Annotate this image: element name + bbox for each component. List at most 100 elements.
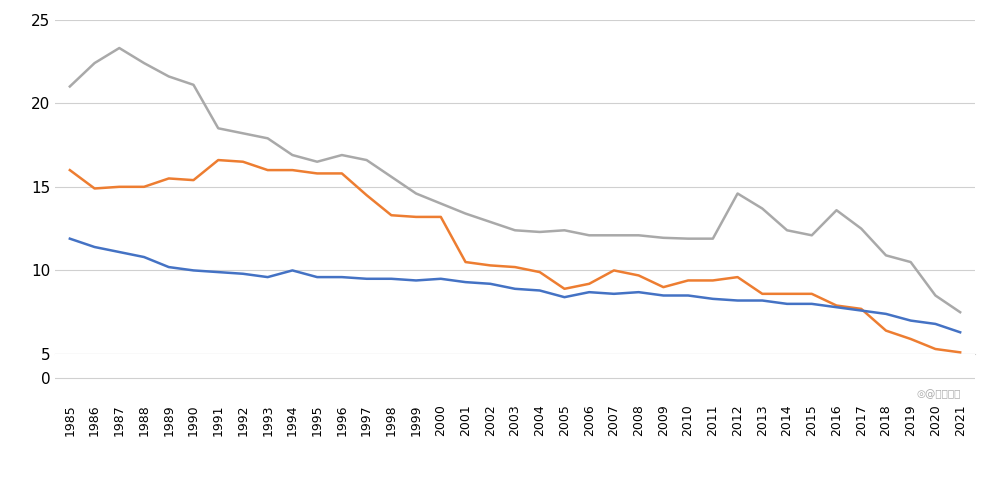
韩国	[831, 303, 843, 309]
韩国	[880, 328, 892, 334]
日本	[385, 276, 397, 282]
韩国	[657, 284, 669, 290]
韩国	[756, 291, 768, 297]
中国	[385, 174, 397, 180]
韩国	[212, 157, 224, 163]
中国	[113, 45, 125, 51]
韩国	[286, 167, 298, 173]
韩国	[89, 186, 101, 192]
中国	[212, 125, 224, 131]
中国	[286, 152, 298, 158]
韩国	[460, 259, 472, 265]
中国	[732, 191, 744, 196]
中国	[138, 60, 150, 66]
中国	[855, 226, 867, 232]
韩国	[336, 171, 348, 176]
中国	[880, 252, 892, 258]
日本	[608, 291, 620, 297]
中国	[410, 191, 422, 196]
日本	[138, 254, 150, 260]
中国	[435, 200, 447, 206]
日本	[64, 236, 76, 242]
日本	[361, 276, 373, 282]
中国	[954, 309, 966, 315]
中国	[929, 293, 941, 298]
日本	[954, 329, 966, 335]
日本	[286, 268, 298, 273]
日本	[509, 286, 521, 292]
韩国	[385, 212, 397, 218]
中国	[583, 232, 595, 238]
日本	[682, 293, 694, 298]
中国	[262, 135, 274, 141]
日本	[460, 279, 472, 285]
韩国	[435, 214, 447, 220]
中国	[237, 130, 249, 136]
韩国	[682, 277, 694, 283]
日本	[583, 289, 595, 295]
中国	[558, 227, 570, 233]
韩国	[707, 277, 719, 283]
韩国	[534, 269, 546, 275]
日本	[484, 281, 496, 287]
中国	[460, 211, 472, 217]
韩国	[855, 306, 867, 312]
中国	[682, 236, 694, 242]
日本	[89, 244, 101, 250]
韩国	[187, 177, 199, 183]
韩国	[633, 272, 645, 278]
日本	[237, 271, 249, 277]
日本	[831, 304, 843, 310]
中国	[534, 229, 546, 235]
日本	[212, 269, 224, 275]
中国	[187, 82, 199, 88]
Line: 日本: 日本	[70, 239, 960, 332]
Line: 中国: 中国	[70, 48, 960, 312]
Text: ◎@北京蠢冬: ◎@北京蠢冬	[917, 390, 961, 399]
韩国	[732, 274, 744, 280]
日本	[732, 297, 744, 303]
中国	[608, 232, 620, 238]
中国	[707, 236, 719, 242]
韩国	[262, 167, 274, 173]
中国	[336, 152, 348, 158]
韩国	[583, 281, 595, 287]
日本	[163, 264, 175, 270]
韩国	[138, 184, 150, 190]
日本	[781, 301, 793, 307]
日本	[410, 277, 422, 283]
韩国	[361, 192, 373, 198]
韩国	[929, 346, 941, 352]
日本	[113, 249, 125, 255]
韩国	[64, 167, 76, 173]
韩国	[905, 336, 917, 342]
日本	[929, 321, 941, 327]
韩国	[311, 171, 323, 176]
中国	[657, 235, 669, 241]
韩国	[484, 263, 496, 269]
中国	[484, 219, 496, 225]
中国	[163, 74, 175, 79]
韩国	[509, 264, 521, 270]
日本	[633, 289, 645, 295]
Line: 韩国: 韩国	[70, 160, 960, 352]
日本	[756, 297, 768, 303]
日本	[311, 274, 323, 280]
韩国	[163, 175, 175, 181]
日本	[187, 268, 199, 273]
中国	[633, 232, 645, 238]
韩国	[781, 291, 793, 297]
中国	[806, 232, 818, 238]
中国	[361, 157, 373, 163]
中国	[781, 227, 793, 233]
韩国	[113, 184, 125, 190]
日本	[336, 274, 348, 280]
日本	[880, 311, 892, 317]
韩国	[237, 159, 249, 165]
中国	[905, 259, 917, 265]
韩国	[558, 286, 570, 292]
韩国	[608, 268, 620, 273]
韩国	[410, 214, 422, 220]
中国	[64, 83, 76, 89]
日本	[558, 294, 570, 300]
